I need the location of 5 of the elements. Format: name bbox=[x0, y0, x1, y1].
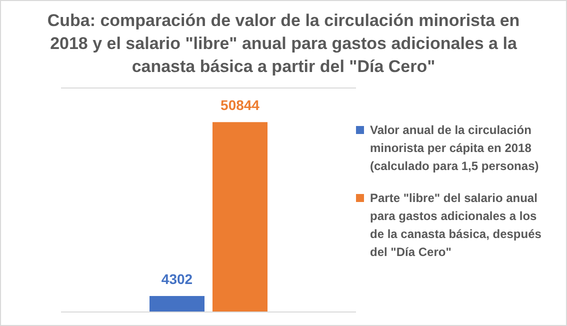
chart-title: Cuba: comparación de valor de la circulación minorista en 2018 y el salario "libre" anual para gastos adicionales a la canasta básica a partir del "Día Cero" bbox=[46, 10, 521, 78]
legend-label: Valor anual de la circulación minorista per cápita en 2018 (calculado para 1,5 personas) bbox=[370, 122, 540, 175]
data-label: 50844 bbox=[220, 97, 260, 114]
legend-label: Parte "libre" del salario anual para gastos adicionales a los de la canasta básica, después del "Día Cero" bbox=[370, 190, 542, 261]
data-label: 4302 bbox=[161, 270, 193, 287]
